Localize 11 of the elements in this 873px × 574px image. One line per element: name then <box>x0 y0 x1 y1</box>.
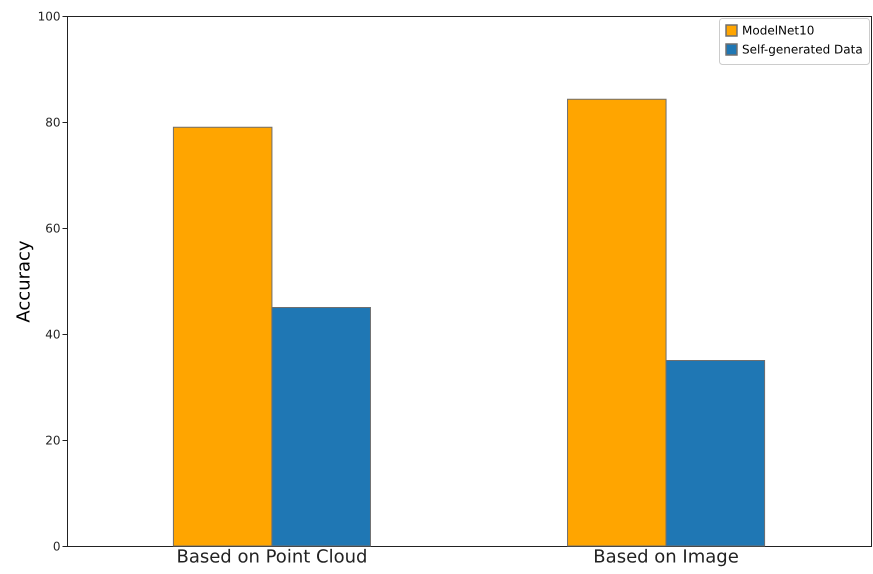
y-tick-label: 80 <box>45 116 60 130</box>
x-tick-label: Based on Point Cloud <box>176 546 368 568</box>
y-tick-label: 40 <box>45 328 60 342</box>
legend-label: Self-generated Data <box>742 42 863 56</box>
y-tick-label: 60 <box>45 222 60 236</box>
x-tick-label: Based on Image <box>593 546 739 568</box>
y-tick-label: 0 <box>52 540 60 554</box>
legend-label: ModelNet10 <box>742 24 814 38</box>
y-tick-label: 20 <box>45 434 60 448</box>
y-tick-label: 100 <box>38 10 60 24</box>
y-axis-title: Accuracy <box>14 240 35 323</box>
